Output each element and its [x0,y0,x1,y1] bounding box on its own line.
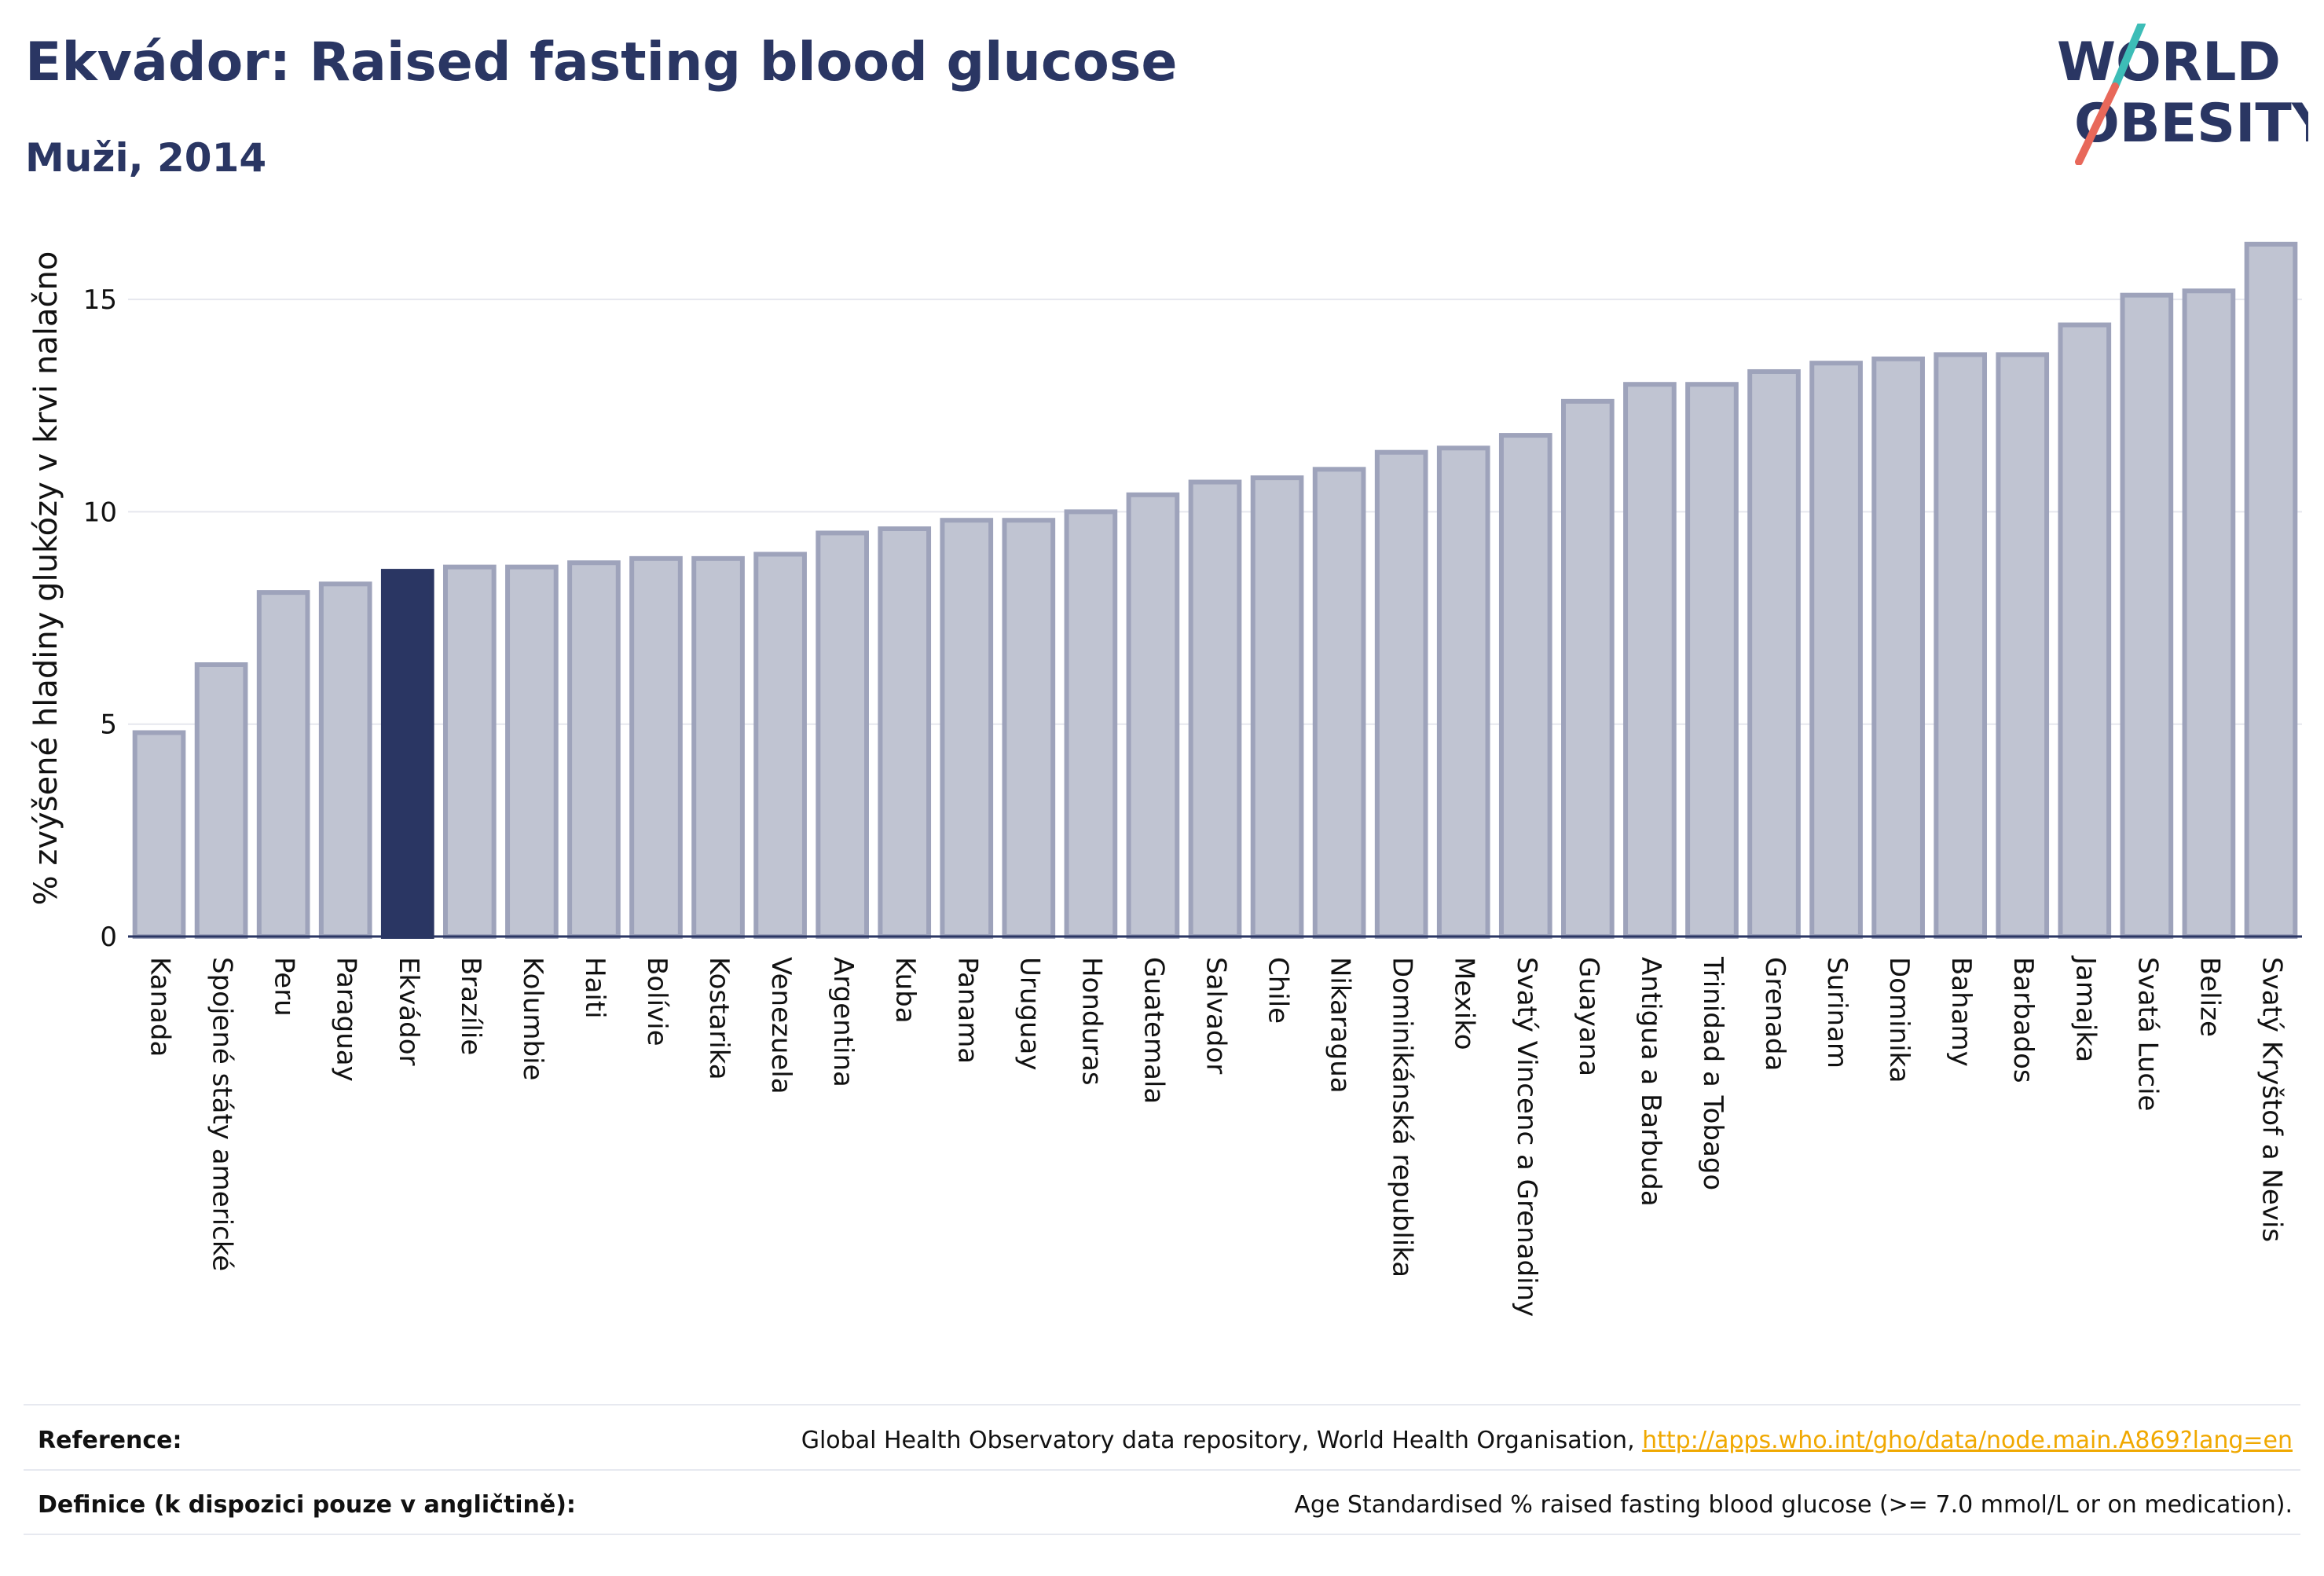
x-tick-label: Ekvádor [393,957,424,1066]
definition-label: Definice (k dispozici pouze v angličtině… [38,1491,576,1519]
x-tick-label: Chile [1263,957,1294,1024]
logo-line-1: WORLD [2057,31,2281,93]
x-tick-label: Argentina [827,957,859,1087]
y-tick-label: 15 [83,284,117,316]
x-tick-label: Brazílie [455,957,486,1055]
bar [1934,352,1988,939]
x-tick-label: Mexiko [1449,957,1480,1050]
x-tick-label: Nikaragua [1325,957,1356,1094]
bar [753,552,807,939]
chart-title: Ekvádor: Raised fasting blood glucose [25,31,1178,93]
logo-slash-red [2075,82,2119,165]
x-tick-label: Kuba [889,957,921,1024]
reference-source: Global Health Observatory data repositor… [801,1427,1643,1454]
x-tick-label: Svatý Kryštof a Nevis [2256,957,2287,1242]
x-tick-label: Trinidad a Tobago [1697,956,1728,1190]
bar [505,564,559,939]
x-tick-label: Dominikánská republika [1387,957,1418,1277]
footer-divider-bottom [24,1534,2300,1535]
bar [1312,467,1366,939]
y-tick-label: 5 [100,709,117,741]
bar [1436,445,1490,939]
bar [567,560,621,939]
x-tick-label: Haiti [579,957,610,1019]
bar [1498,433,1552,939]
x-tick-label: Guatemala [1138,957,1169,1104]
bar [194,662,248,940]
bar [1002,518,1056,939]
x-tick-label: Peru [269,957,300,1017]
bar-highlighted [380,569,434,939]
bar [1747,368,1801,939]
x-tick-label: Antigua a Barbuda [1635,957,1666,1207]
footer-divider-top [24,1404,2300,1406]
bar [2182,288,2236,939]
x-tick-label: Grenada [1759,957,1791,1071]
x-tick-label: Venezuela [765,957,797,1094]
bar [1250,475,1304,939]
bars [132,241,2298,940]
bar [1809,361,1863,939]
x-tick-label: Belize [2194,957,2225,1037]
bar [318,581,372,940]
reference-label: Reference: [38,1427,182,1454]
y-axis-title: % zvýšené hladiny glukózy v krvi nalačno [28,251,64,906]
definition-text: Age Standardised % raised fasting blood … [1294,1491,2293,1519]
bar [1126,492,1180,939]
bar [1188,479,1242,939]
world-obesity-logo: WORLD OBESITY [2057,24,2308,165]
bar [1685,382,1739,940]
reference-link[interactable]: http://apps.who.int/gho/data/node.main.A… [1642,1427,2293,1454]
x-tick-label: Salvador [1200,957,1232,1074]
footer-divider-middle [24,1469,2300,1471]
bar [1623,382,1677,940]
x-tick-label: Jamajka [2069,955,2101,1062]
bar [1996,352,2050,939]
x-tick-label: Paraguay [331,957,362,1082]
y-tick-label: 0 [100,922,117,953]
bar [442,564,497,939]
x-tick-label: Bahamy [1945,957,1977,1067]
x-tick-label: Surinam [1821,957,1853,1068]
bar [1871,356,1925,939]
x-tick-label: Kostarika [703,957,735,1080]
x-tick-label: Guayana [1573,957,1604,1076]
x-axis-ticks: Kanada Spojené státy americké Peru Paraguay… [145,955,2288,1317]
bar [1561,398,1615,939]
bar [2120,292,2174,939]
x-tick-label: Panama [951,957,983,1064]
x-tick-label: Svatá Lucie [2132,957,2163,1111]
chart-subtitle: Muži, 2014 [25,135,267,181]
bar [691,555,745,939]
x-tick-label: Dominika [1883,957,1915,1083]
x-tick-label: Bolívie [641,957,673,1046]
y-tick-label: 10 [83,497,117,528]
reference-text: Global Health Observatory data repositor… [801,1427,2293,1454]
bar [816,530,869,939]
logo-line-2: OBESITY [2074,93,2308,155]
bar [1374,449,1428,939]
y-axis-ticks: 0 5 10 15 [83,284,117,953]
x-tick-label: Svatý Vincenc a Grenadiny [1511,957,1542,1317]
logo-slash-teal [2111,24,2146,90]
bar [940,518,994,939]
bar [629,555,683,939]
bar [2058,322,2112,939]
x-tick-label: Barbados [2007,957,2039,1083]
bar [2244,241,2298,939]
bar [878,526,932,939]
x-tick-label: Uruguay [1014,957,1045,1071]
x-tick-label: Kanada [145,957,176,1057]
x-tick-label: Honduras [1076,957,1107,1086]
x-tick-label: Kolumbie [517,957,548,1080]
x-tick-label: Spojené státy americké [207,957,238,1271]
bar [132,730,186,939]
bar-chart: 0 5 10 15 Kanada Spojené státy americké Peru P… [28,241,2302,1317]
bar [1064,509,1118,939]
bar [256,590,310,939]
